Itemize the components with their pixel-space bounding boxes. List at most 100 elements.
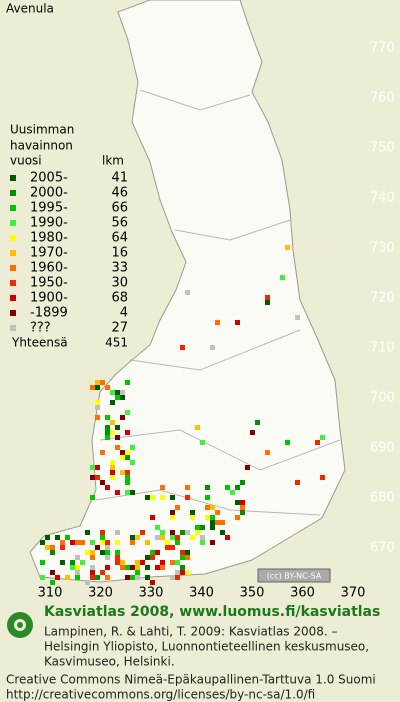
observation-square — [120, 390, 125, 395]
observation-square — [190, 515, 195, 520]
observation-square — [75, 575, 80, 580]
observation-square — [110, 460, 115, 465]
observation-square — [115, 490, 120, 495]
observation-square — [140, 530, 145, 535]
observation-square — [145, 555, 150, 560]
observation-square — [100, 540, 105, 545]
observation-square — [115, 530, 120, 535]
observation-square — [205, 485, 210, 490]
observation-square — [45, 545, 50, 550]
observation-square — [130, 535, 135, 540]
observation-square — [160, 530, 165, 535]
observation-square — [80, 560, 85, 565]
map-title: Avenula — [6, 2, 54, 16]
legend-swatch — [10, 295, 16, 301]
legend-count-heading: lkm — [102, 154, 124, 168]
legend-count: 64 — [111, 231, 128, 246]
observation-square — [105, 485, 110, 490]
observation-square — [135, 570, 140, 575]
observation-square — [125, 575, 130, 580]
observation-square — [180, 345, 185, 350]
observation-square — [130, 575, 135, 580]
legend-label: 1995- — [30, 201, 68, 216]
observation-square — [90, 385, 95, 390]
observation-square — [105, 565, 110, 570]
observation-square — [185, 555, 190, 560]
observation-square — [150, 495, 155, 500]
license: http://creativecommons.org/licenses/by-n… — [6, 688, 315, 702]
observation-square — [105, 575, 110, 580]
observation-square — [210, 345, 215, 350]
logo-core — [17, 622, 23, 628]
observation-square — [135, 535, 140, 540]
observation-square — [100, 380, 105, 385]
observation-square — [55, 535, 60, 540]
observation-square — [40, 575, 45, 580]
legend-swatch — [10, 175, 16, 181]
observation-square — [200, 440, 205, 445]
observation-square — [85, 530, 90, 535]
observation-square — [210, 505, 215, 510]
observation-square — [125, 450, 130, 455]
logo — [7, 612, 33, 638]
observation-square — [115, 555, 120, 560]
legend-swatch — [10, 235, 16, 241]
observation-square — [95, 575, 100, 580]
observation-square — [90, 495, 95, 500]
observation-square — [125, 475, 130, 480]
legend-label: -1899 — [30, 306, 68, 321]
observation-square — [75, 555, 80, 560]
legend-heading: Uusimman — [10, 123, 74, 137]
citation: Kasvimuseo, Helsinki. — [44, 655, 175, 669]
grid-y-label: 690 — [370, 441, 395, 456]
observation-square — [125, 470, 130, 475]
observation-square — [45, 535, 50, 540]
observation-square — [235, 500, 240, 505]
observation-square — [70, 560, 75, 565]
observation-square — [155, 535, 160, 540]
observation-square — [215, 320, 220, 325]
observation-square — [220, 530, 225, 535]
observation-square — [225, 485, 230, 490]
observation-square — [125, 410, 130, 415]
observation-square — [85, 580, 90, 585]
observation-square — [105, 540, 110, 545]
grid-x-label: 350 — [240, 586, 265, 601]
observation-square — [145, 565, 150, 570]
grid-y-label: 750 — [370, 141, 395, 156]
observation-square — [250, 430, 255, 435]
observation-square — [120, 395, 125, 400]
observation-square — [240, 500, 245, 505]
observation-square — [185, 290, 190, 295]
grid-x-label: 340 — [189, 586, 214, 601]
region-border — [129, 329, 301, 371]
observation-square — [265, 450, 270, 455]
observation-square — [240, 510, 245, 515]
observation-square — [185, 550, 190, 555]
observation-square — [190, 510, 195, 515]
observation-square — [115, 395, 120, 400]
observation-square — [170, 510, 175, 515]
observation-square — [150, 580, 155, 585]
observation-square — [170, 535, 175, 540]
observation-square — [135, 560, 140, 565]
observation-square — [135, 565, 140, 570]
observation-square — [160, 535, 165, 540]
legend-count: 41 — [111, 171, 128, 186]
observation-square — [245, 465, 250, 470]
observation-square — [120, 450, 125, 455]
observation-square — [195, 425, 200, 430]
observation-square — [50, 550, 55, 555]
observation-square — [115, 445, 120, 450]
legend-count: 27 — [111, 321, 128, 336]
legend-swatch — [10, 220, 16, 226]
observation-square — [150, 550, 155, 555]
observation-square — [90, 475, 95, 480]
observation-square — [90, 465, 95, 470]
observation-square — [105, 430, 110, 435]
observation-square — [90, 565, 95, 570]
observation-square — [120, 415, 125, 420]
license: Creative Commons Nimeä-Epäkaupallinen-Ta… — [6, 673, 376, 687]
observation-square — [110, 400, 115, 405]
observation-square — [115, 425, 120, 430]
